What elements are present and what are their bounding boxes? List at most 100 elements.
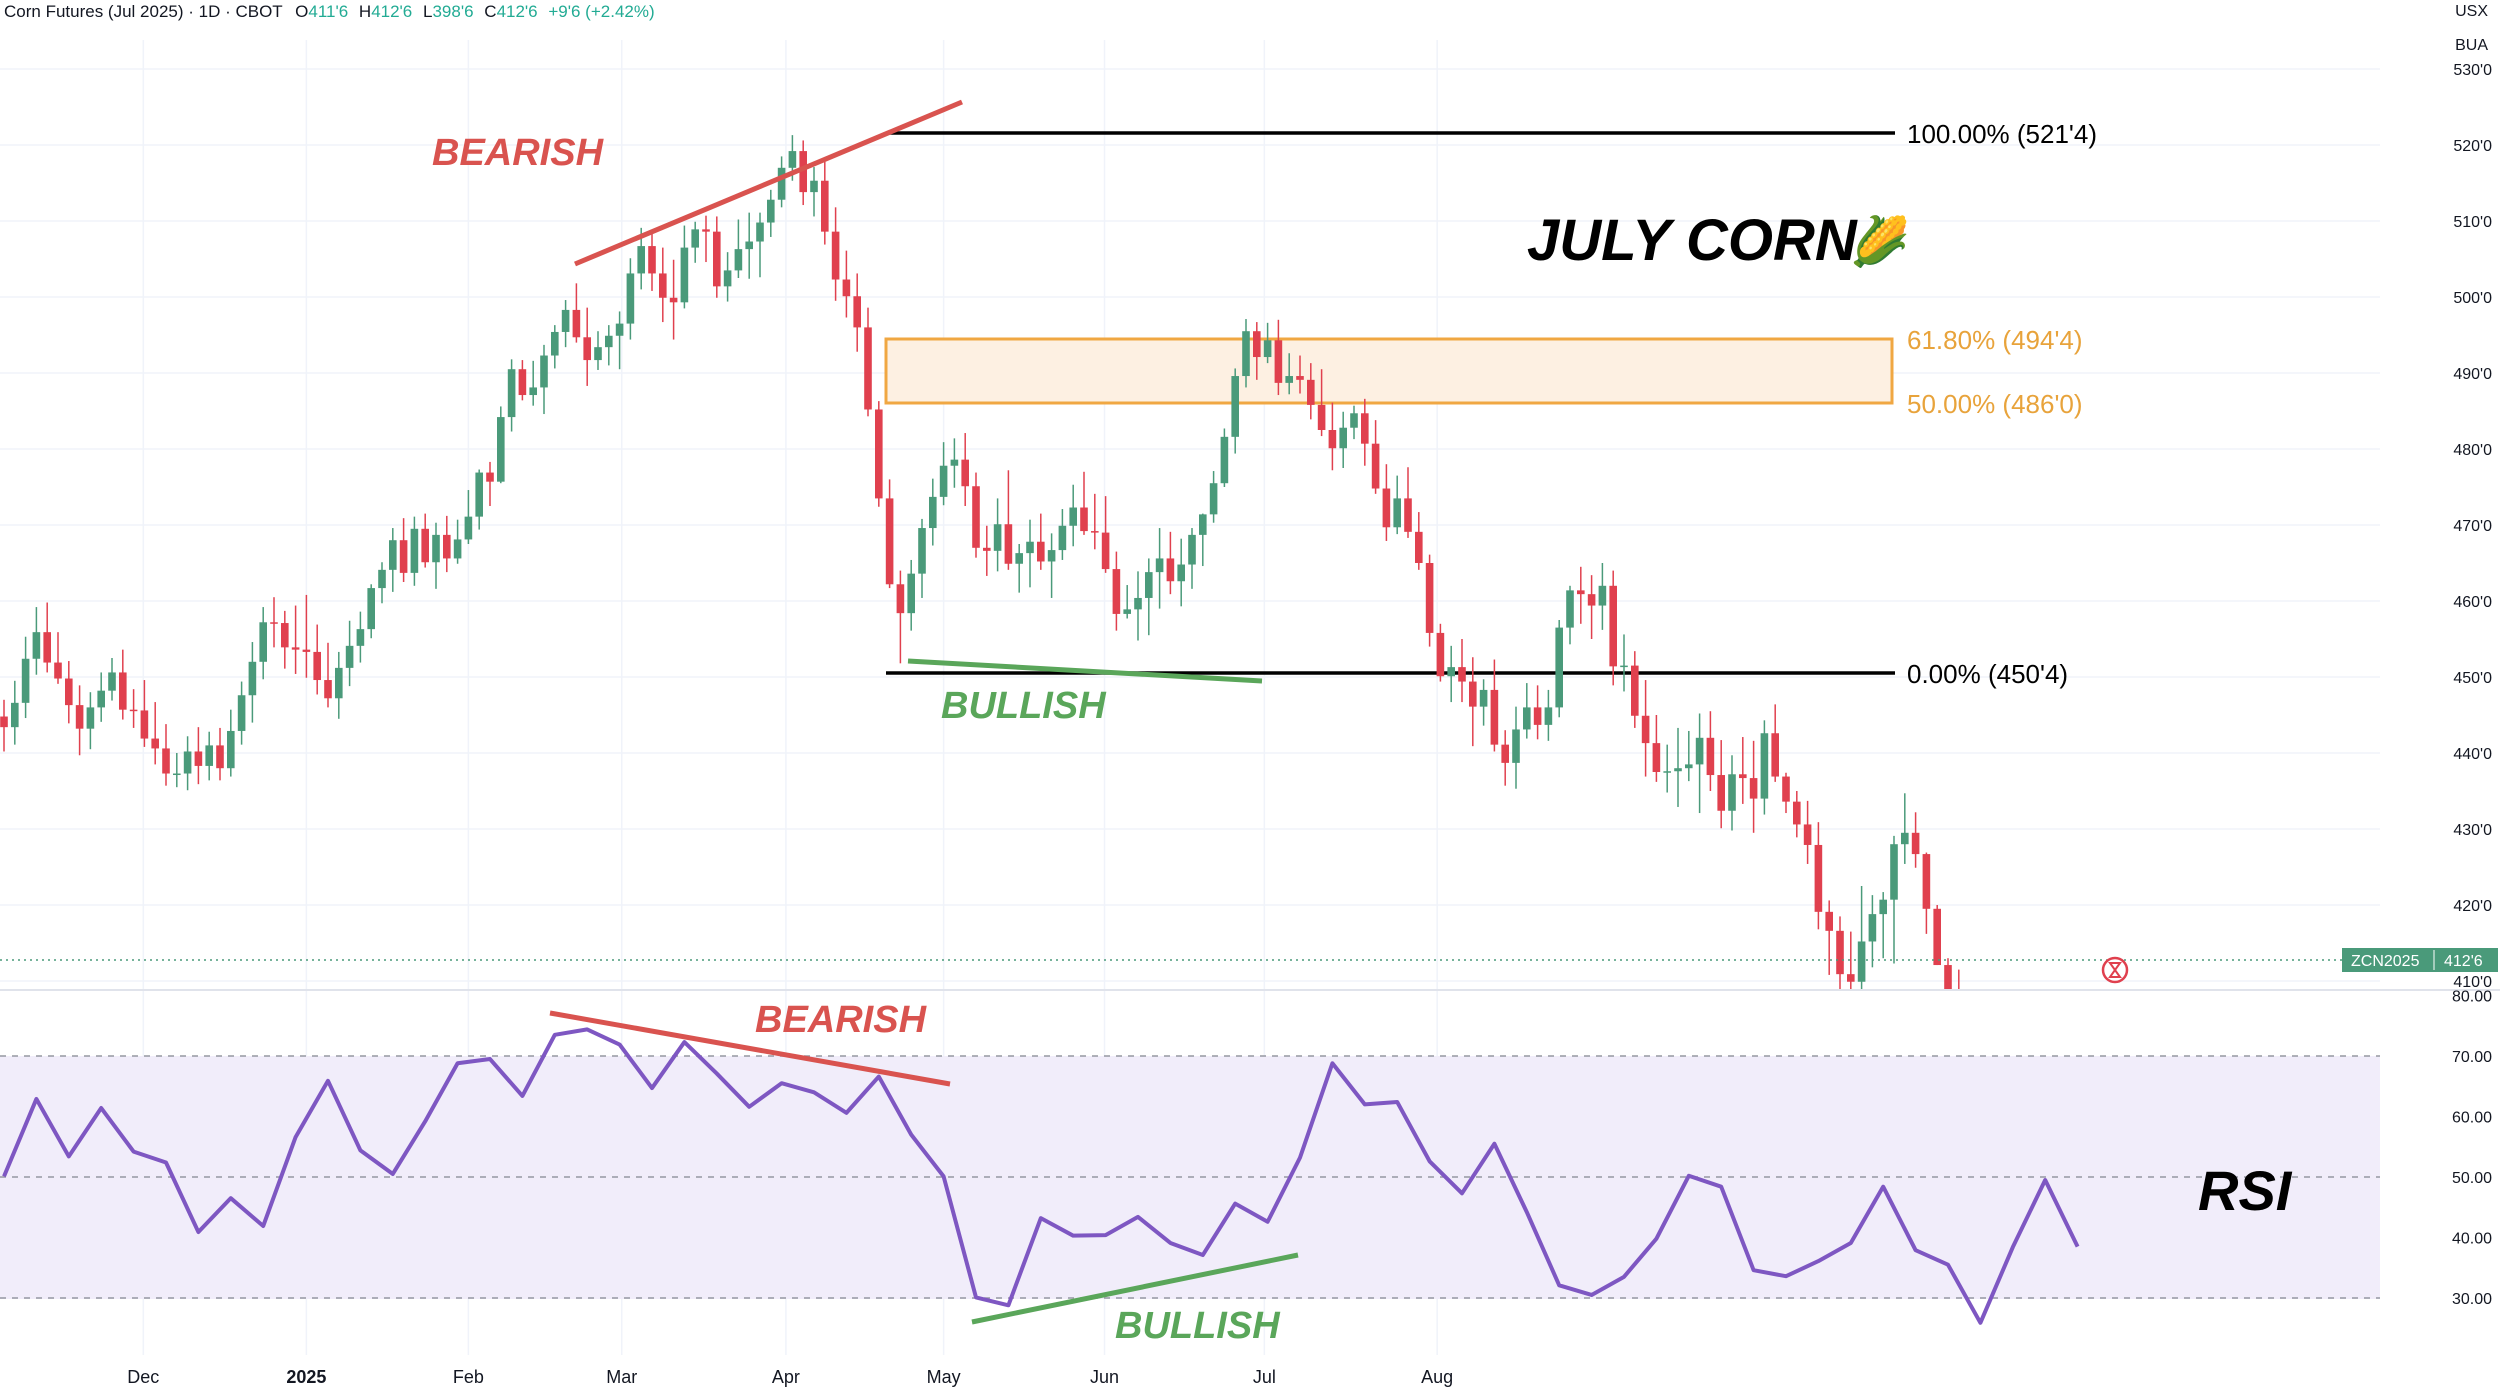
candle-body xyxy=(324,680,332,699)
high-label: H xyxy=(358,2,372,21)
candle-body xyxy=(1857,941,1866,982)
candle-body xyxy=(831,231,840,280)
candle xyxy=(173,753,181,788)
candle xyxy=(11,680,19,745)
candle-body xyxy=(756,222,764,242)
candle xyxy=(1749,740,1758,833)
candle-body xyxy=(65,678,73,706)
candle-body xyxy=(1933,908,1941,966)
candle-body xyxy=(1091,531,1099,533)
candle-body xyxy=(551,331,559,356)
candle xyxy=(162,724,170,786)
candle-body xyxy=(1847,974,1855,982)
unit-label[interactable]: BUA xyxy=(2455,37,2488,54)
candle xyxy=(281,610,289,669)
candle-body xyxy=(1101,532,1110,570)
candle xyxy=(1339,411,1347,468)
candle-body xyxy=(194,751,203,766)
candle xyxy=(939,442,948,506)
candle xyxy=(1317,369,1326,437)
candle-body xyxy=(1523,707,1531,730)
candle xyxy=(1620,634,1628,692)
candle-body xyxy=(1663,771,1671,773)
price-bullish-label: BULLISH xyxy=(941,685,1107,727)
time-axis[interactable]: Dec 2025 Feb Mar Apr May Jun Jul Aug xyxy=(127,1367,1453,1387)
candle xyxy=(119,649,127,720)
rsi-axis[interactable]: 80.00 70.00 60.00 50.00 40.00 30.00 xyxy=(2452,989,2492,1309)
candle-body xyxy=(734,249,743,271)
rsi-bearish-trendline xyxy=(549,1010,951,1087)
candle-body xyxy=(1782,776,1790,802)
candle xyxy=(108,658,116,701)
candle-body xyxy=(1371,443,1380,489)
candle xyxy=(302,594,311,678)
candle xyxy=(227,709,235,777)
candle-body xyxy=(518,369,527,396)
price-axis[interactable]: 530'0 520'0 510'0 500'0 490'0 480'0 470'0 460'0… xyxy=(2453,62,2492,991)
candle-body xyxy=(1458,667,1466,682)
candle-body xyxy=(885,498,894,585)
candle xyxy=(259,607,267,680)
candle xyxy=(659,247,667,323)
candle xyxy=(1587,575,1596,639)
price-tick-label: 500'0 xyxy=(2453,290,2492,307)
price-tick-label: 480'0 xyxy=(2453,442,2492,459)
candle-body xyxy=(173,773,181,776)
last-price-value: 412'6 xyxy=(2444,953,2483,970)
candle-body xyxy=(1641,715,1650,744)
candle xyxy=(1566,585,1574,645)
hourglass-icon[interactable] xyxy=(2101,956,2129,984)
time-tick-label: 2025 xyxy=(286,1367,326,1387)
candle xyxy=(1253,322,1261,380)
candle xyxy=(1674,727,1682,807)
candle-body xyxy=(270,622,278,624)
candle-body xyxy=(1382,488,1391,528)
candle xyxy=(1123,585,1131,619)
candle-body xyxy=(691,229,699,248)
candle xyxy=(1868,895,1877,968)
candle-body xyxy=(1199,514,1207,535)
currency-label[interactable]: USX xyxy=(2455,3,2488,20)
candle xyxy=(1544,689,1553,741)
candle xyxy=(1145,558,1153,636)
corn-icon: 🌽 xyxy=(1850,213,1910,270)
candle-body xyxy=(745,241,753,250)
candle xyxy=(734,219,743,278)
candle xyxy=(1922,852,1931,934)
candle xyxy=(680,225,689,309)
candle-body xyxy=(1047,550,1056,562)
candle xyxy=(1911,812,1920,868)
price-bearish-trendline xyxy=(574,99,963,267)
candle-body xyxy=(1393,498,1401,528)
candle xyxy=(1771,704,1779,782)
candle-body xyxy=(864,327,872,410)
candle-body xyxy=(799,151,807,193)
candle xyxy=(691,221,699,263)
candle-body xyxy=(1577,590,1585,595)
candle xyxy=(1166,531,1175,595)
candle-body xyxy=(853,296,861,328)
candle xyxy=(669,259,678,340)
candle-body xyxy=(227,730,235,769)
candle-body xyxy=(583,337,591,361)
candle xyxy=(43,602,51,673)
candle xyxy=(54,632,62,684)
candle xyxy=(561,300,570,348)
candle xyxy=(918,518,926,598)
candle xyxy=(86,692,95,750)
candle xyxy=(1879,892,1887,959)
candle-body xyxy=(43,632,51,663)
candle-body xyxy=(1825,911,1833,931)
candle-body xyxy=(1026,541,1034,554)
candle xyxy=(1501,730,1509,786)
candlestick-series xyxy=(0,135,1960,990)
time-tick-label: Mar xyxy=(606,1367,637,1387)
candle-body xyxy=(345,645,354,668)
candle-body xyxy=(1123,609,1131,614)
candle xyxy=(1890,835,1898,964)
candle xyxy=(572,283,581,343)
candle-body xyxy=(32,632,41,659)
candle-body xyxy=(1620,665,1628,668)
candle xyxy=(961,433,969,506)
